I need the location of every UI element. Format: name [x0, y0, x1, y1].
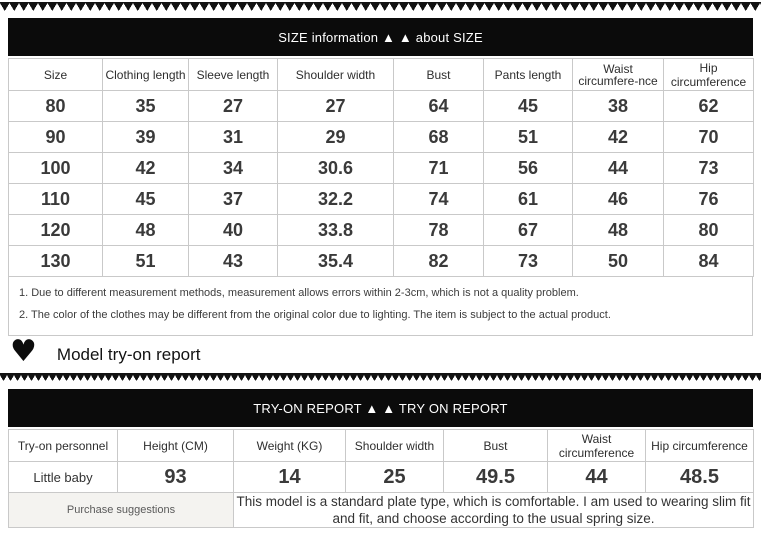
tryon-col-header-weight: Weight (KG) — [233, 429, 346, 462]
size-cell: 50 — [572, 245, 664, 277]
tryon-col-header-personnel: Try-on personnel — [8, 429, 118, 462]
size-cell: 80 — [8, 90, 103, 122]
size-row-110: 110 45 37 32.2 74 61 46 76 — [8, 183, 754, 215]
size-col-header-waist-circumference: Waist circumfere-nce — [572, 58, 664, 91]
size-table-header-row: Size Clothing length Sleeve length Shoul… — [8, 58, 754, 91]
tryon-waist-cell: 44 — [547, 461, 646, 493]
size-col-header-bust: Bust — [393, 58, 484, 91]
size-cell: 27 — [277, 90, 394, 122]
tryon-personnel-cell: Little baby — [8, 461, 118, 493]
size-cell: 35 — [102, 90, 189, 122]
size-cell: 44 — [572, 152, 664, 184]
size-cell: 43 — [188, 245, 278, 277]
purchase-suggestion-row: Purchase suggestions This model is a sta… — [8, 492, 754, 528]
size-cell: 37 — [188, 183, 278, 215]
size-cell: 39 — [102, 121, 189, 153]
note-line-1: 1. Due to different measurement methods,… — [19, 287, 579, 299]
size-col-header-clothing-length: Clothing length — [102, 58, 189, 91]
size-cell: 48 — [572, 214, 664, 246]
heart-icon: ♥ — [10, 334, 37, 369]
size-cell: 73 — [663, 152, 754, 184]
size-row-100: 100 42 34 30.6 71 56 44 73 — [8, 152, 754, 184]
size-cell: 82 — [393, 245, 484, 277]
size-row-120: 120 48 40 33.8 78 67 48 80 — [8, 214, 754, 246]
tryon-col-header-height: Height (CM) — [117, 429, 234, 462]
size-cell: 40 — [188, 214, 278, 246]
zigzag-divider-middle — [0, 373, 761, 381]
purchase-suggestions-text: This model is a standard plate type, whi… — [233, 492, 754, 528]
size-cell: 70 — [663, 121, 754, 153]
size-cell: 42 — [102, 152, 189, 184]
size-cell: 51 — [483, 121, 573, 153]
size-col-header-sleeve-length: Sleeve length — [188, 58, 278, 91]
tryon-height-cell: 93 — [117, 461, 234, 493]
tryon-banner-text: TRY-ON REPORT ▲ ▲ TRY ON REPORT — [253, 400, 508, 416]
tryon-hip-cell: 48.5 — [645, 461, 754, 493]
size-cell: 48 — [102, 214, 189, 246]
tryon-banner: TRY-ON REPORT ▲ ▲ TRY ON REPORT — [8, 389, 753, 427]
size-row-130: 130 51 43 35.4 82 73 50 84 — [8, 245, 754, 277]
size-cell: 56 — [483, 152, 573, 184]
size-col-header-hip-circumference: Hip circumference — [663, 58, 754, 91]
tryon-heading: ♥ Model try-on report — [0, 336, 761, 373]
size-cell: 67 — [483, 214, 573, 246]
size-cell: 42 — [572, 121, 664, 153]
size-cell: 46 — [572, 183, 664, 215]
size-info-banner-text: SIZE information ▲ ▲ about SIZE — [278, 29, 483, 45]
size-cell: 74 — [393, 183, 484, 215]
tryon-col-header-hip-circumference: Hip circumference — [645, 429, 754, 462]
size-cell: 78 — [393, 214, 484, 246]
size-cell: 45 — [483, 90, 573, 122]
size-cell: 71 — [393, 152, 484, 184]
size-cell: 90 — [8, 121, 103, 153]
size-cell: 130 — [8, 245, 103, 277]
size-cell: 51 — [102, 245, 189, 277]
size-cell: 100 — [8, 152, 103, 184]
size-row-80: 80 35 27 27 64 45 38 62 — [8, 90, 754, 122]
size-row-90: 90 39 31 29 68 51 42 70 — [8, 121, 754, 153]
size-cell: 110 — [8, 183, 103, 215]
size-col-header-pants-length: Pants length — [483, 58, 573, 91]
size-cell: 29 — [277, 121, 394, 153]
tryon-col-header-bust: Bust — [443, 429, 548, 462]
size-col-header-shoulder-width: Shoulder width — [277, 58, 394, 91]
tryon-heading-text: Model try-on report — [56, 344, 201, 364]
tryon-table-header-row: Try-on personnel Height (CM) Weight (KG)… — [8, 429, 754, 462]
size-info-banner: SIZE information ▲ ▲ about SIZE — [8, 18, 753, 56]
size-cell: 61 — [483, 183, 573, 215]
size-cell: 45 — [102, 183, 189, 215]
note-line-2: 2. The color of the clothes may be diffe… — [19, 309, 611, 321]
size-col-header-size: Size — [8, 58, 103, 91]
size-table: Size Clothing length Sleeve length Shoul… — [8, 58, 754, 277]
size-cell: 27 — [188, 90, 278, 122]
size-cell: 31 — [188, 121, 278, 153]
tryon-col-header-shoulder-width: Shoulder width — [345, 429, 444, 462]
size-cell: 35.4 — [277, 245, 394, 277]
size-cell: 33.8 — [277, 214, 394, 246]
tryon-col-header-waist-circumference: Waist circumference — [547, 429, 646, 462]
size-cell: 38 — [572, 90, 664, 122]
tryon-shoulder-cell: 25 — [345, 461, 444, 493]
size-cell: 76 — [663, 183, 754, 215]
size-cell: 68 — [393, 121, 484, 153]
tryon-weight-cell: 14 — [233, 461, 346, 493]
zigzag-divider-top — [0, 2, 761, 11]
tryon-bust-cell: 49.5 — [443, 461, 548, 493]
tryon-table: Try-on personnel Height (CM) Weight (KG)… — [8, 429, 754, 528]
size-cell: 84 — [663, 245, 754, 277]
size-cell: 80 — [663, 214, 754, 246]
purchase-suggestions-label: Purchase suggestions — [8, 492, 234, 528]
size-cell: 73 — [483, 245, 573, 277]
tryon-data-row: Little baby 93 14 25 49.5 44 48.5 — [8, 461, 754, 493]
size-cell: 32.2 — [277, 183, 394, 215]
size-cell: 30.6 — [277, 152, 394, 184]
size-notes-box: 1. Due to different measurement methods,… — [8, 277, 753, 336]
size-cell: 120 — [8, 214, 103, 246]
size-cell: 34 — [188, 152, 278, 184]
size-cell: 62 — [663, 90, 754, 122]
size-cell: 64 — [393, 90, 484, 122]
